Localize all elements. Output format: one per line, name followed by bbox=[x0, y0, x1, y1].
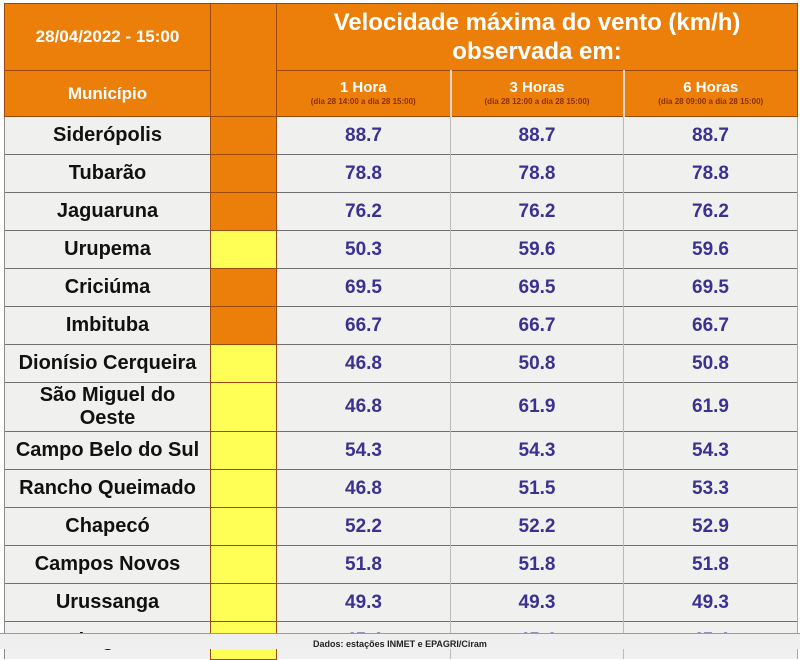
column-header-3h-range: (dia 28 12:00 a dia 28 15:00) bbox=[484, 96, 590, 106]
column-header-1h-label: 1 Hora bbox=[339, 79, 387, 97]
table-row: Siderópolis 88.7 88.7 88.7 bbox=[4, 116, 798, 155]
table-title: Velocidade máxima do vento (km/h) observ… bbox=[276, 3, 798, 71]
wind-value-1h: 78.8 bbox=[276, 154, 451, 193]
municipality-name: Campos Novos bbox=[4, 545, 211, 584]
severity-indicator bbox=[210, 230, 277, 269]
table-row: Imbituba 66.7 66.7 66.7 bbox=[4, 306, 798, 345]
header-row-columns: Município 1 Hora (dia 28 14:00 a dia 28 … bbox=[4, 70, 798, 117]
table-row: Criciúma 69.5 69.5 69.5 bbox=[4, 268, 798, 307]
wind-value-3h: 76.2 bbox=[450, 192, 624, 231]
wind-value-3h: 66.7 bbox=[450, 306, 624, 345]
wind-value-3h: 69.5 bbox=[450, 268, 624, 307]
column-header-6h: 6 Horas (dia 28 09:00 a dia 28 15:00) bbox=[622, 70, 798, 117]
severity-indicator bbox=[210, 545, 277, 584]
wind-value-6h: 53.3 bbox=[623, 469, 798, 508]
wind-value-6h: 76.2 bbox=[623, 192, 798, 231]
wind-value-6h: 66.7 bbox=[623, 306, 798, 345]
wind-value-1h: 46.8 bbox=[276, 382, 451, 432]
municipality-name: São Miguel do Oeste bbox=[4, 382, 211, 432]
wind-value-3h: 49.3 bbox=[450, 583, 624, 622]
wind-value-1h: 69.5 bbox=[276, 268, 451, 307]
municipality-name: Chapecó bbox=[4, 507, 211, 546]
municipality-name: Urussanga bbox=[4, 583, 211, 622]
wind-value-6h: 54.3 bbox=[623, 431, 798, 470]
severity-indicator bbox=[210, 116, 277, 155]
table-row: Campos Novos 51.8 51.8 51.8 bbox=[4, 545, 798, 584]
column-header-6h-label: 6 Horas bbox=[683, 79, 739, 97]
municipality-name: Dionísio Cerqueira bbox=[4, 344, 211, 383]
column-header-3h: 3 Horas (dia 28 12:00 a dia 28 15:00) bbox=[449, 70, 624, 117]
table-row: Dionísio Cerqueira 46.8 50.8 50.8 bbox=[4, 344, 798, 383]
municipality-name: Criciúma bbox=[4, 268, 211, 307]
table-row: Jaguaruna 76.2 76.2 76.2 bbox=[4, 192, 798, 231]
wind-speed-table: 28/04/2022 - 15:00 Velocidade máxima do … bbox=[4, 3, 798, 660]
data-source-text: Dados: estações INMET e EPAGRI/Ciram bbox=[313, 639, 487, 649]
table-row: Campo Belo do Sul 54.3 54.3 54.3 bbox=[4, 431, 798, 470]
column-header-1h: 1 Hora (dia 28 14:00 a dia 28 15:00) bbox=[276, 70, 451, 117]
municipality-column-header: Município bbox=[4, 70, 211, 117]
wind-value-1h: 49.3 bbox=[276, 583, 451, 622]
wind-value-3h: 52.2 bbox=[450, 507, 624, 546]
municipality-name: Jaguaruna bbox=[4, 192, 211, 231]
wind-value-1h: 46.8 bbox=[276, 469, 451, 508]
municipality-name: Campo Belo do Sul bbox=[4, 431, 211, 470]
wind-value-6h: 69.5 bbox=[623, 268, 798, 307]
table-title-line2: observada em: bbox=[452, 38, 622, 65]
column-header-1h-range: (dia 28 14:00 a dia 28 15:00) bbox=[310, 96, 416, 106]
column-header-3h-label: 3 Horas bbox=[509, 79, 565, 97]
column-header-6h-range: (dia 28 09:00 a dia 28 15:00) bbox=[658, 96, 764, 106]
severity-indicator bbox=[210, 154, 277, 193]
wind-value-1h: 54.3 bbox=[276, 431, 451, 470]
wind-value-3h: 51.8 bbox=[450, 545, 624, 584]
municipality-name: Siderópolis bbox=[4, 116, 211, 155]
wind-value-6h: 51.8 bbox=[623, 545, 798, 584]
severity-indicator bbox=[210, 268, 277, 307]
severity-indicator bbox=[210, 431, 277, 470]
wind-value-1h: 88.7 bbox=[276, 116, 451, 155]
severity-indicator bbox=[210, 583, 277, 622]
severity-indicator bbox=[210, 306, 277, 345]
severity-indicator bbox=[210, 192, 277, 231]
municipality-name: Rancho Queimado bbox=[4, 469, 211, 508]
data-source-footer: Dados: estações INMET e EPAGRI/Ciram bbox=[0, 633, 800, 649]
wind-value-3h: 88.7 bbox=[450, 116, 624, 155]
wind-value-1h: 52.2 bbox=[276, 507, 451, 546]
wind-value-3h: 59.6 bbox=[450, 230, 624, 269]
wind-value-3h: 50.8 bbox=[450, 344, 624, 383]
wind-value-6h: 50.8 bbox=[623, 344, 798, 383]
wind-value-1h: 46.8 bbox=[276, 344, 451, 383]
wind-value-6h: 52.9 bbox=[623, 507, 798, 546]
header-row-title: 28/04/2022 - 15:00 Velocidade máxima do … bbox=[4, 3, 798, 117]
report-datetime: 28/04/2022 - 15:00 bbox=[4, 3, 211, 71]
wind-value-6h: 78.8 bbox=[623, 154, 798, 193]
table-row: Chapecó 52.2 52.2 52.9 bbox=[4, 507, 798, 546]
severity-indicator bbox=[210, 344, 277, 383]
wind-value-3h: 54.3 bbox=[450, 431, 624, 470]
severity-indicator bbox=[210, 382, 277, 432]
wind-value-6h: 88.7 bbox=[623, 116, 798, 155]
wind-value-3h: 61.9 bbox=[450, 382, 624, 432]
wind-value-6h: 49.3 bbox=[623, 583, 798, 622]
table-row: Rancho Queimado 46.8 51.5 53.3 bbox=[4, 469, 798, 508]
wind-value-1h: 66.7 bbox=[276, 306, 451, 345]
table-row: Tubarão 78.8 78.8 78.8 bbox=[4, 154, 798, 193]
wind-value-6h: 59.6 bbox=[623, 230, 798, 269]
severity-indicator bbox=[210, 469, 277, 508]
municipality-name: Urupema bbox=[4, 230, 211, 269]
wind-value-6h: 61.9 bbox=[623, 382, 798, 432]
severity-column-header bbox=[210, 3, 277, 117]
wind-value-1h: 51.8 bbox=[276, 545, 451, 584]
municipality-name: Imbituba bbox=[4, 306, 211, 345]
severity-indicator bbox=[210, 507, 277, 546]
table-title-line1: Velocidade máxima do vento (km/h) bbox=[333, 8, 741, 36]
wind-value-1h: 50.3 bbox=[276, 230, 451, 269]
municipality-name: Tubarão bbox=[4, 154, 211, 193]
wind-value-3h: 51.5 bbox=[450, 469, 624, 508]
table-row: Urussanga 49.3 49.3 49.3 bbox=[4, 583, 798, 622]
wind-value-3h: 78.8 bbox=[450, 154, 624, 193]
table-row: Urupema 50.3 59.6 59.6 bbox=[4, 230, 798, 269]
table-row: São Miguel do Oeste 46.8 61.9 61.9 bbox=[4, 382, 798, 432]
wind-value-1h: 76.2 bbox=[276, 192, 451, 231]
